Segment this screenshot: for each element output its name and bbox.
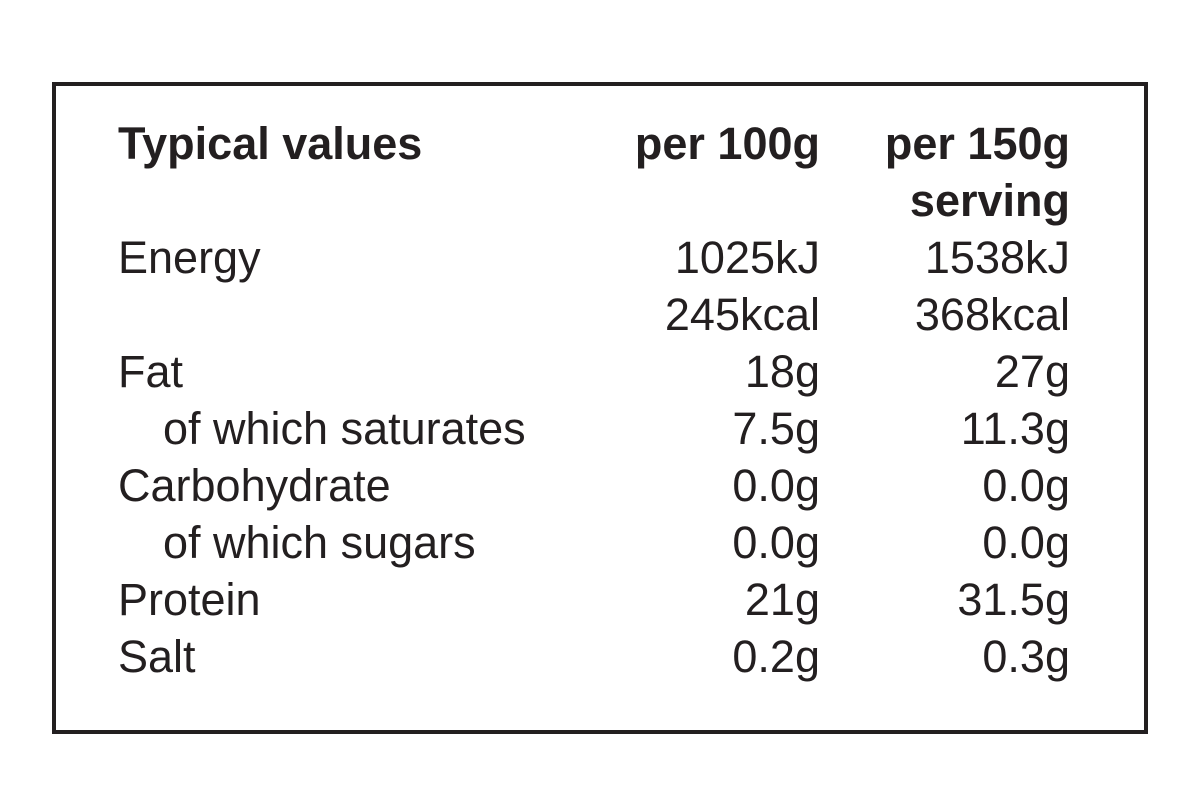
table-header-row: Typical values per 100g per 150g serving [118, 115, 1144, 229]
nutrition-label-box: Typical values per 100g per 150g serving… [52, 82, 1148, 734]
value-per-100g: 0.2g [732, 631, 820, 682]
header-per-100g: per 100g [634, 118, 820, 169]
value-per-serving: 0.3g [982, 631, 1070, 682]
table-row: of which saturates 7.5g 11.3g [118, 400, 1144, 457]
table-row: Fat 18g 27g [118, 343, 1144, 400]
row-label: Fat [118, 346, 184, 397]
value-per-serving: 11.3g [960, 403, 1070, 454]
table-row: Salt 0.2g 0.3g [118, 628, 1144, 685]
header-typical-values: Typical values [118, 118, 423, 169]
value-per-100g: 21g [744, 574, 820, 625]
value-per-100g: 1025kJ [674, 232, 820, 283]
row-label: Salt [118, 631, 196, 682]
table-row: of which sugars 0.0g 0.0g [118, 514, 1144, 571]
table-body: Energy 1025kJ 1538kJ 245kcal 368kcal Fat 18g 27… [118, 229, 1144, 685]
header-per-serving-line2: serving [909, 175, 1070, 226]
value-per-100g: 7.5g [732, 403, 820, 454]
row-label: of which sugars [163, 517, 476, 568]
value-per-serving: 368kcal [914, 289, 1070, 340]
value-per-serving: 0.0g [982, 460, 1070, 511]
value-per-serving: 27g [994, 346, 1070, 397]
value-per-100g: 0.0g [732, 517, 820, 568]
row-label: Protein [118, 574, 261, 625]
row-label: of which saturates [163, 403, 526, 454]
header-per-serving: per 150g serving [820, 115, 1070, 229]
table-row: Protein 21g 31.5g [118, 571, 1144, 628]
nutrition-table: Typical values per 100g per 150g serving… [56, 86, 1144, 685]
value-per-serving: 1538kJ [924, 232, 1070, 283]
value-per-serving: 31.5g [957, 574, 1070, 625]
value-per-100g: 0.0g [732, 460, 820, 511]
table-row: 245kcal 368kcal [118, 286, 1144, 343]
header-per-serving-line1: per 150g [884, 118, 1070, 169]
table-row: Energy 1025kJ 1538kJ [118, 229, 1144, 286]
row-label: Energy [118, 232, 261, 283]
value-per-100g: 18g [744, 346, 820, 397]
table-row: Carbohydrate 0.0g 0.0g [118, 457, 1144, 514]
value-per-100g: 245kcal [664, 289, 820, 340]
value-per-serving: 0.0g [982, 517, 1070, 568]
row-label: Carbohydrate [118, 460, 391, 511]
